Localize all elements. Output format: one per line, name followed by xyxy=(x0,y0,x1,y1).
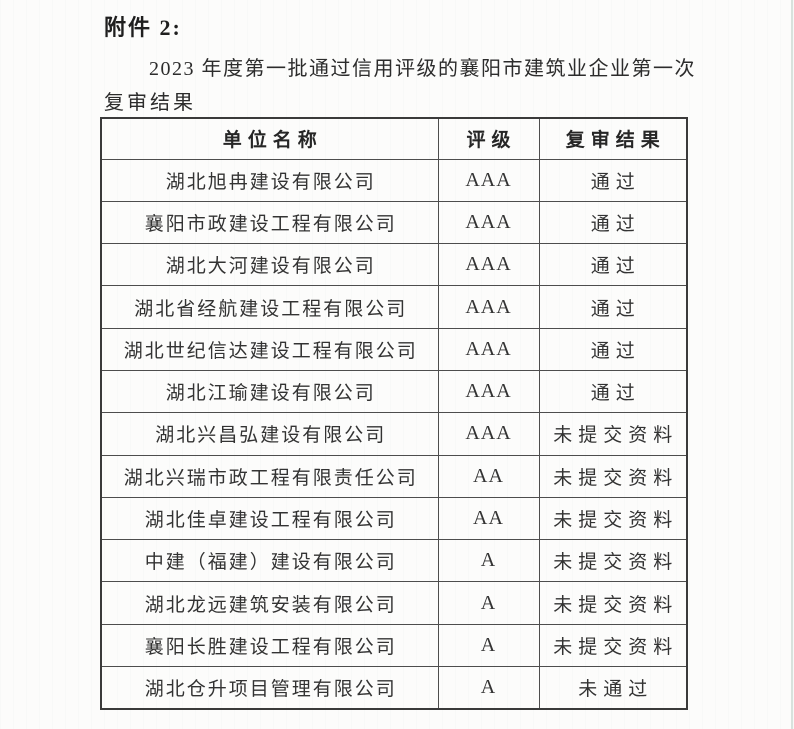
table-row: 湖北大河建设有限公司 AAA 通过 xyxy=(100,243,688,287)
result-cell: 通过 xyxy=(538,243,688,287)
header-review-result: 复审结果 xyxy=(538,117,688,160)
table-row: 湖北旭冉建设有限公司 AAA 通过 xyxy=(100,158,688,202)
table-row: 湖北江瑜建设有限公司 AAA 通过 xyxy=(100,369,688,414)
rating-cell: A xyxy=(437,666,540,710)
rating-cell: AAA xyxy=(437,158,540,202)
review-results-table: 单位名称 评级 复审结果 湖北旭冉建设有限公司 AAA 通过 襄阳市政建设工程有… xyxy=(100,117,688,710)
header-rating: 评级 xyxy=(437,117,540,160)
company-name-cell: 襄阳长胜建设工程有限公司 xyxy=(100,623,439,668)
table-row: 湖北兴昌弘建设有限公司 AAA 未提交资料 xyxy=(100,412,688,456)
company-name-cell: 襄阳市政建设工程有限公司 xyxy=(100,200,439,245)
rating-cell: AA xyxy=(437,454,540,498)
table-header-row: 单位名称 评级 复审结果 xyxy=(100,117,688,160)
result-cell: 未提交资料 xyxy=(538,454,688,498)
table-row: 襄阳市政建设工程有限公司 AAA 通过 xyxy=(100,200,688,245)
company-name-cell: 湖北旭冉建设有限公司 xyxy=(100,158,439,202)
result-cell: 通过 xyxy=(538,285,688,329)
table-row: 中建（福建）建设有限公司 A 未提交资料 xyxy=(100,539,688,583)
company-name-cell: 湖北世纪信达建设工程有限公司 xyxy=(100,327,439,371)
company-name-cell: 湖北佳卓建设工程有限公司 xyxy=(100,496,439,541)
rating-cell: A xyxy=(437,623,540,668)
company-name-cell: 湖北兴瑞市政工程有限责任公司 xyxy=(100,454,439,498)
rating-cell: AAA xyxy=(437,327,540,371)
result-cell: 未提交资料 xyxy=(538,623,688,668)
table-row: 襄阳长胜建设工程有限公司 A 未提交资料 xyxy=(100,623,688,668)
rating-cell: AAA xyxy=(437,412,540,456)
rating-cell: AAA xyxy=(437,243,540,287)
company-name-cell: 湖北大河建设有限公司 xyxy=(100,243,439,287)
table-row: 湖北龙远建筑安装有限公司 A 未提交资料 xyxy=(100,581,688,625)
result-cell: 通过 xyxy=(538,369,688,414)
table-row: 湖北省经航建设工程有限公司 AAA 通过 xyxy=(100,285,688,329)
company-name-cell: 湖北江瑜建设有限公司 xyxy=(100,369,439,414)
rating-cell: AAA xyxy=(437,369,540,414)
company-name-cell: 湖北兴昌弘建设有限公司 xyxy=(100,412,439,456)
table-row: 湖北仓升项目管理有限公司 A 未通过 xyxy=(100,666,688,710)
rating-cell: A xyxy=(437,581,540,625)
result-cell: 通过 xyxy=(538,158,688,202)
result-cell: 未提交资料 xyxy=(538,581,688,625)
result-cell: 未提交资料 xyxy=(538,539,688,583)
rating-cell: A xyxy=(437,539,540,583)
company-name-cell: 湖北龙远建筑安装有限公司 xyxy=(100,581,439,625)
table-row: 湖北佳卓建设工程有限公司 AA 未提交资料 xyxy=(100,496,688,541)
result-cell: 通过 xyxy=(538,327,688,371)
header-unit-name: 单位名称 xyxy=(100,117,439,160)
company-name-cell: 中建（福建）建设有限公司 xyxy=(100,539,439,583)
document-title-line-1: 2023 年度第一批通过信用评级的襄阳市建筑业企业第一次 xyxy=(149,58,696,80)
result-cell: 未提交资料 xyxy=(538,412,688,456)
company-name-cell: 湖北仓升项目管理有限公司 xyxy=(100,666,439,710)
rating-cell: AAA xyxy=(437,200,540,245)
result-cell: 未提交资料 xyxy=(538,496,688,541)
document-title-line-2: 复审结果 xyxy=(104,92,196,114)
scan-edge-line xyxy=(791,0,793,729)
table-row: 湖北兴瑞市政工程有限责任公司 AA 未提交资料 xyxy=(100,454,688,498)
rating-cell: AAA xyxy=(437,285,540,329)
attachment-label: 附件 2: xyxy=(104,15,182,40)
rating-cell: AA xyxy=(437,496,540,541)
table-row: 湖北世纪信达建设工程有限公司 AAA 通过 xyxy=(100,327,688,371)
company-name-cell: 湖北省经航建设工程有限公司 xyxy=(100,285,439,329)
result-cell: 通过 xyxy=(538,200,688,245)
result-cell: 未通过 xyxy=(538,666,688,710)
